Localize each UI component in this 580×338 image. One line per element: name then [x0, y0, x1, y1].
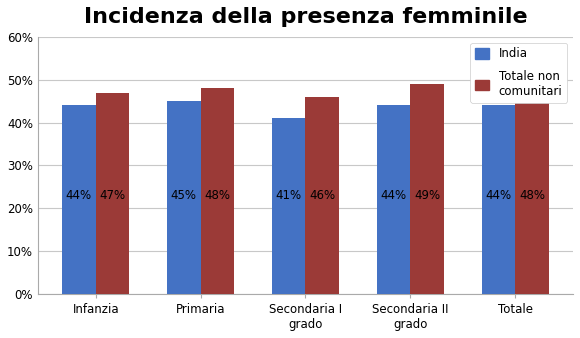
Bar [377, 105, 410, 294]
Bar [167, 101, 201, 294]
Bar [96, 93, 129, 294]
Text: 41%: 41% [276, 189, 302, 202]
Text: 45%: 45% [171, 189, 197, 202]
Bar [201, 88, 234, 294]
Bar [515, 88, 549, 294]
Bar [306, 97, 339, 294]
Text: 48%: 48% [204, 189, 230, 202]
Bar [410, 84, 444, 294]
Text: 44%: 44% [485, 189, 512, 202]
Text: 48%: 48% [519, 189, 545, 202]
Bar [272, 118, 306, 294]
Text: 44%: 44% [66, 189, 92, 202]
Text: 49%: 49% [414, 189, 440, 202]
Legend: India, Totale non
comunitari: India, Totale non comunitari [470, 43, 567, 103]
Text: 44%: 44% [380, 189, 407, 202]
Title: Incidenza della presenza femminile: Incidenza della presenza femminile [84, 7, 527, 27]
Text: 46%: 46% [309, 189, 335, 202]
Bar [481, 105, 515, 294]
Text: 47%: 47% [99, 189, 125, 202]
Bar [62, 105, 96, 294]
